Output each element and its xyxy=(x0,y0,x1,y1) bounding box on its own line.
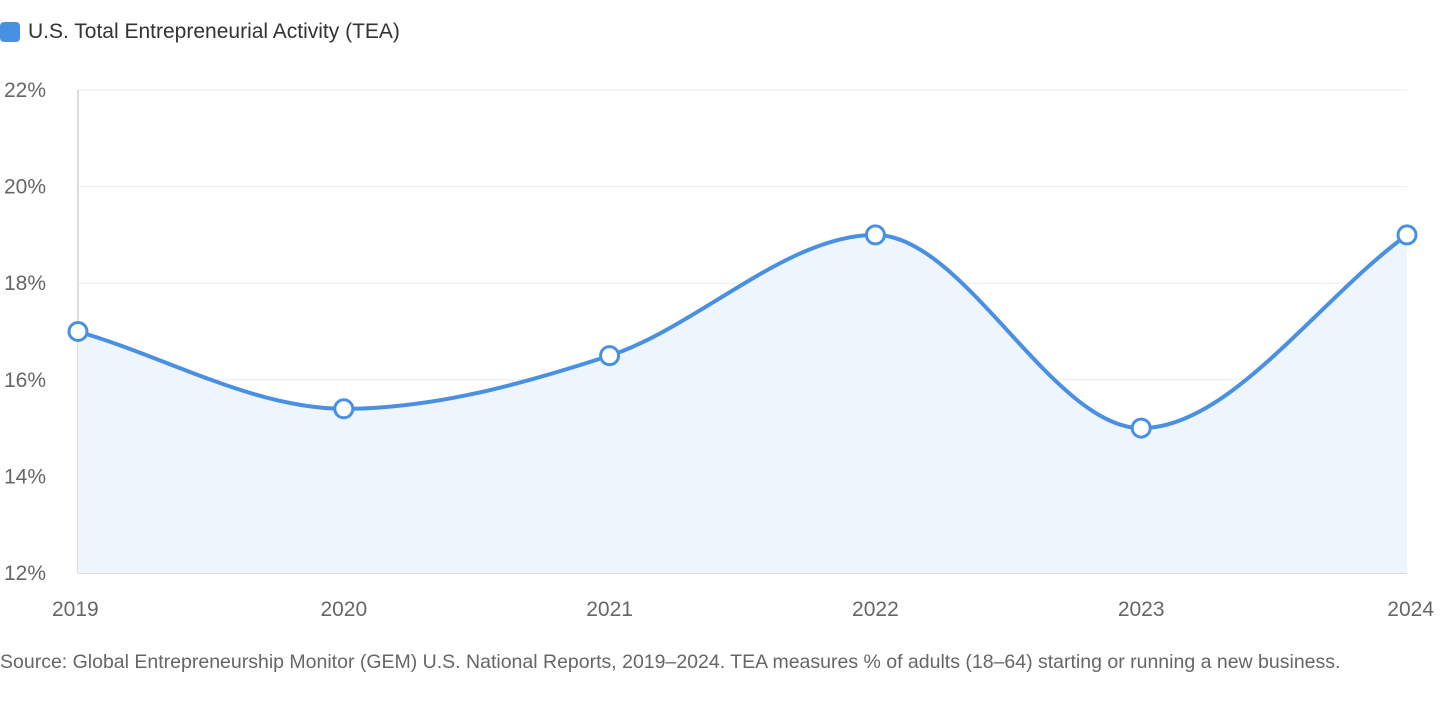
x-tick-label-2023: 2023 xyxy=(1118,598,1165,621)
data-point-2022[interactable] xyxy=(864,224,886,246)
data-point-2024[interactable] xyxy=(1396,224,1418,246)
data-point-2020[interactable] xyxy=(333,398,355,420)
data-point-2019[interactable] xyxy=(67,321,89,342)
legend-swatch-tea[interactable] xyxy=(0,22,20,42)
y-tick-label-16: 16% xyxy=(4,369,46,392)
x-axis-tick-labels: 2019 2020 2021 2022 2023 2024 xyxy=(52,598,1434,621)
x-tick-label-2021: 2021 xyxy=(586,598,633,621)
series-points-layer xyxy=(67,224,1418,439)
y-tick-label-18: 18% xyxy=(4,272,46,295)
x-tick-label-2020: 2020 xyxy=(320,598,367,621)
series-area-layer xyxy=(78,234,1407,573)
y-axis-tick-labels: 12% 14% 16% 18% 20% 22% xyxy=(4,79,46,585)
y-tick-label-20: 20% xyxy=(4,176,46,199)
series-line-layer xyxy=(76,232,1409,431)
series-area-tea xyxy=(78,234,1407,573)
x-tick-label-2024: 2024 xyxy=(1387,598,1434,621)
x-tick-label-2019: 2019 xyxy=(52,598,99,621)
chart-legend: U.S. Total Entrepreneurial Activity (TEA… xyxy=(0,19,400,45)
y-tick-label-22: 22% xyxy=(4,79,46,102)
x-tick-label-2022: 2022 xyxy=(852,598,899,621)
data-point-2021[interactable] xyxy=(599,345,621,367)
y-tick-label-12: 12% xyxy=(4,562,46,585)
data-point-2023[interactable] xyxy=(1130,417,1152,439)
y-tick-label-14: 14% xyxy=(4,465,46,488)
series-line-tea xyxy=(76,232,1409,431)
source-note: Source: Global Entrepreneurship Monitor … xyxy=(0,651,1341,673)
line-chart: 12%14%16%18%20%22% 2019 2020 2021 2022 2023 2… xyxy=(4,79,1434,621)
legend-label-tea[interactable]: U.S. Total Entrepreneurial Activity (TEA… xyxy=(28,20,400,43)
